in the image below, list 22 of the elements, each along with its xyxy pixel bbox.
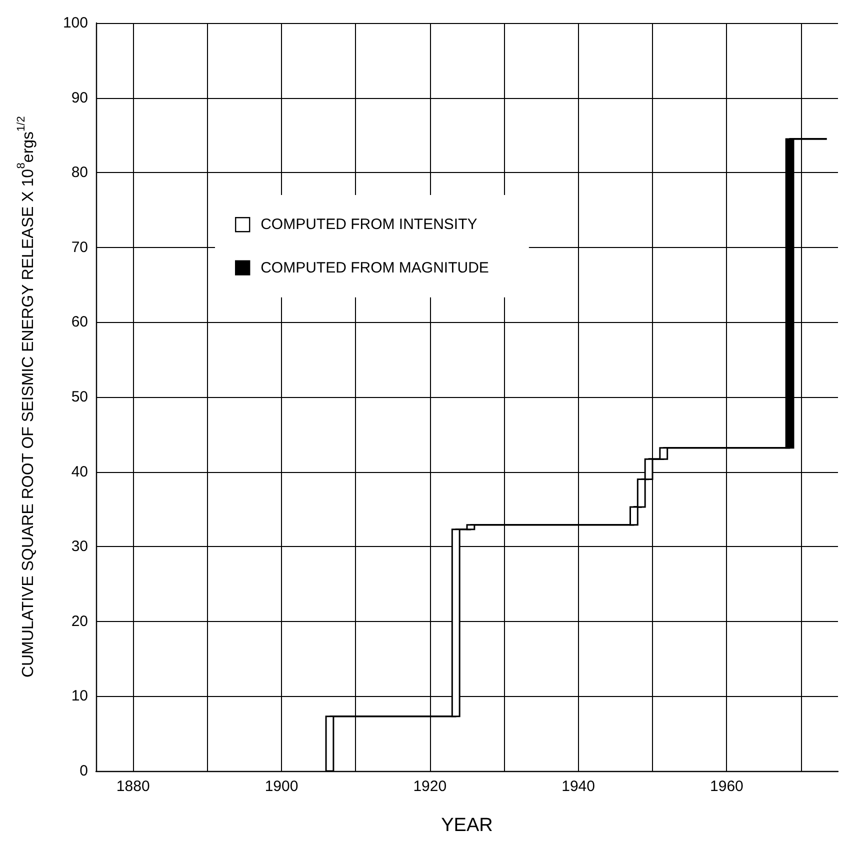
x-tick-label: 1880 xyxy=(116,778,150,795)
legend-label: COMPUTED FROM INTENSITY xyxy=(260,216,478,234)
y-tick-label: 70 xyxy=(71,238,88,256)
y-axis-title: CUMULATIVE SQUARE ROOT OF SEISMIC ENERGY RELEASE X 108ergs1/2 xyxy=(16,116,37,678)
y-tick-label: 40 xyxy=(71,463,88,480)
y-tick-label: 30 xyxy=(71,538,88,556)
legend-label: COMPUTED FROM MAGNITUDE xyxy=(260,259,489,276)
bar xyxy=(659,447,668,460)
y-tick-label: 60 xyxy=(71,314,88,331)
y-tick-label: 100 xyxy=(62,14,88,32)
y-tick-label: 80 xyxy=(71,164,88,182)
y-tick-label: 20 xyxy=(71,612,88,630)
y-tick-label: 50 xyxy=(71,388,88,406)
x-tick-label: 1960 xyxy=(710,778,744,795)
bar xyxy=(466,524,476,530)
y-tick-label: 0 xyxy=(80,762,88,780)
y-tick-label: 10 xyxy=(71,688,88,705)
y-tick-label: 90 xyxy=(71,89,88,106)
x-axis-title: YEAR xyxy=(441,815,493,836)
x-tick-label: 1920 xyxy=(413,778,447,795)
x-tick-label: 1940 xyxy=(562,778,595,795)
x-tick-label: 1900 xyxy=(264,778,298,795)
